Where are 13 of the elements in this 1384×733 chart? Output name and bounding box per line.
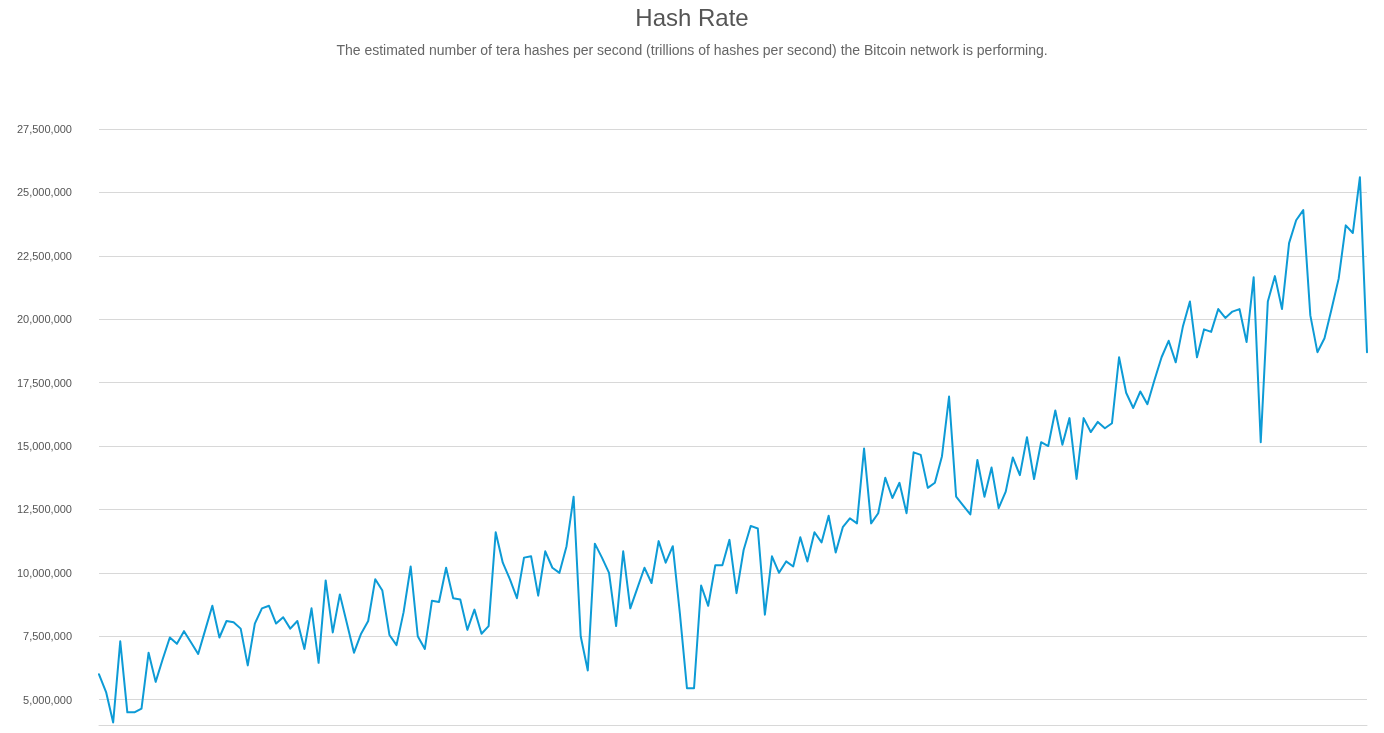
y-tick-label: 10,000,000 [16, 566, 72, 579]
y-tick-label: 27,500,000 [16, 123, 72, 135]
y-tick-label: 22,500,000 [16, 249, 72, 262]
y-tick-label: 17,500,000 [16, 376, 72, 389]
y-tick-label: 15,000,000 [16, 440, 72, 453]
y-tick-label: 25,000,000 [16, 186, 72, 199]
y-tick-label: 20,000,000 [16, 313, 72, 326]
y-tick-label: 12,500,000 [16, 503, 72, 516]
chart-title: Hash Rate [635, 3, 749, 31]
y-tick-label: 7,500,000 [23, 630, 72, 643]
line-series [98, 176, 1368, 724]
y-tick-label: 5,000,000 [23, 693, 72, 706]
chart-subtitle: The estimated number of tera hashes per second (trillions of hashes per second) the Bitcoin network is performing. [336, 42, 1048, 58]
